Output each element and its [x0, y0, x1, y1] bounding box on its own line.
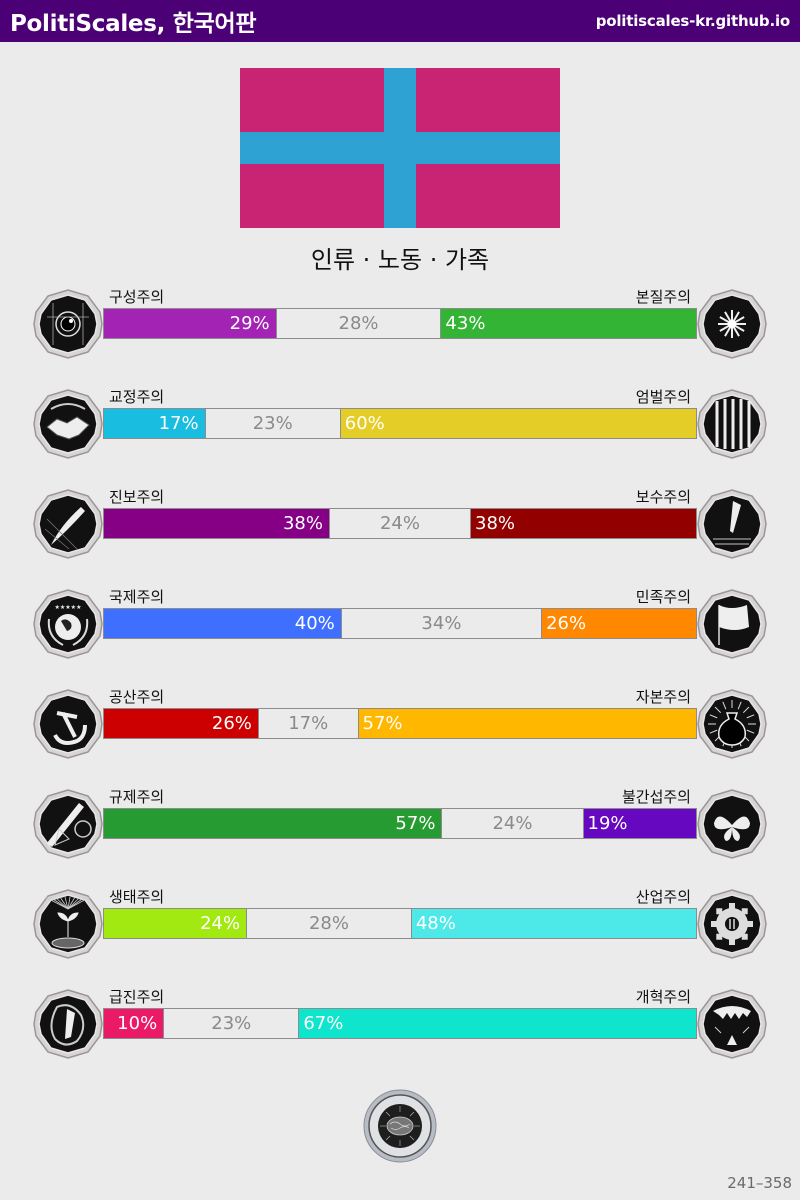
axis-left-label: 진보주의 [109, 488, 165, 506]
axis-left-segment: 24% [104, 909, 247, 938]
axis-right-segment: 19% [583, 809, 696, 838]
ideology-slogan: 인류 · 노동 · 가족 [310, 246, 490, 274]
axis-left-segment: 10% [104, 1009, 164, 1038]
result-flag [240, 68, 560, 228]
axis-row: 교정주의 엄벌주의 17% 23% 60% [0, 388, 800, 468]
result-code: 241–358 [727, 1174, 792, 1192]
flag-icon [697, 589, 767, 659]
axis-left-label: 공산주의 [109, 688, 165, 706]
axis-left-segment: 26% [104, 709, 258, 738]
rocket-icon [33, 489, 103, 559]
axis-left-segment: 17% [104, 409, 205, 438]
eye-icon [33, 289, 103, 359]
axis-right-label: 엄벌주의 [635, 388, 691, 406]
axis-center-segment: 17% [257, 709, 359, 738]
axis-right-segment: 57% [358, 709, 696, 738]
axis-row: 규제주의 불간섭주의 57% 24% 19% [0, 788, 800, 868]
axis-center-segment: 28% [275, 309, 442, 338]
axis-right-segment: 38% [471, 509, 696, 538]
axis-row: 진보주의 보수주의 38% 24% 38% [0, 488, 800, 568]
axis-center-segment: 28% [246, 909, 412, 938]
prison-bars-icon [697, 389, 767, 459]
handshake-icon [33, 389, 103, 459]
app-title: PolitiScales, 한국어판 [10, 11, 257, 37]
quill-pen-icon [697, 489, 767, 559]
axis-bar: 57% 24% 19% [103, 808, 697, 839]
axis-right-segment: 60% [340, 409, 696, 438]
axis-right-label: 본질주의 [635, 288, 691, 306]
axis-center-segment: 23% [163, 1009, 300, 1038]
axis-right-label: 보수주의 [635, 488, 691, 506]
axis-left-label: 급진주의 [109, 988, 165, 1006]
site-link[interactable]: politiscales-kr.github.io [595, 12, 790, 30]
gear-icon [697, 889, 767, 959]
axis-center-segment: 23% [204, 409, 341, 438]
axis-bar: 29% 28% 43% [103, 308, 697, 339]
axis-right-label: 자본주의 [635, 688, 691, 706]
molotov-icon [33, 989, 103, 1059]
svg-text:★★★★★: ★★★★★ [55, 604, 82, 611]
axis-right-segment: 48% [411, 909, 696, 938]
axis-right-label: 개혁주의 [635, 988, 691, 1006]
axis-center-segment: 24% [441, 809, 584, 838]
axis-row: 구성주의 본질주의 29% 28% 43% [0, 288, 800, 368]
globe-laurel-icon: ★★★★★ [33, 589, 103, 659]
axis-right-segment: 26% [542, 609, 696, 638]
axis-row: 공산주의 자본주의 26% 17% 57% [0, 688, 800, 768]
axis-bar: 38% 24% 38% [103, 508, 697, 539]
axis-right-label: 불간섭주의 [621, 788, 691, 806]
axis-left-segment: 57% [104, 809, 442, 838]
axis-right-label: 산업주의 [635, 888, 691, 906]
axis-bar: 26% 17% 57% [103, 708, 697, 739]
axis-left-label: 국제주의 [109, 588, 165, 606]
sprout-icon [33, 889, 103, 959]
header-bar: PolitiScales, 한국어판 politiscales-kr.githu… [0, 0, 800, 42]
axis-left-label: 구성주의 [109, 288, 165, 306]
axis-bar: 24% 28% 48% [103, 908, 697, 939]
axis-left-segment: 29% [104, 309, 276, 338]
brain-seal-icon [363, 1089, 437, 1163]
ruler-tools-icon [33, 789, 103, 859]
axis-left-segment: 38% [104, 509, 329, 538]
flag-cross-horizontal [240, 132, 560, 164]
axis-center-segment: 24% [328, 509, 472, 538]
axis-row: 생태주의 산업주의 24% 28% 48% [0, 888, 800, 968]
axis-right-label: 민족주의 [635, 588, 691, 606]
butterfly-icon [697, 789, 767, 859]
axis-bar: 10% 23% 67% [103, 1008, 697, 1039]
axis-left-label: 교정주의 [109, 388, 165, 406]
hammer-sickle-icon [33, 689, 103, 759]
axis-bar: 40% 34% 26% [103, 608, 697, 639]
axis-row: ★★★★★ 국제주의 민족주의 40% 34% 26% [0, 588, 800, 668]
flower-icon [697, 289, 767, 359]
axis-left-label: 규제주의 [109, 788, 165, 806]
tent-icon [697, 989, 767, 1059]
axis-right-segment: 67% [299, 1009, 696, 1038]
axis-center-segment: 34% [340, 609, 543, 638]
axis-bar: 17% 23% 60% [103, 408, 697, 439]
axis-left-segment: 40% [104, 609, 341, 638]
money-bag-icon [697, 689, 767, 759]
axis-right-segment: 43% [441, 309, 696, 338]
axis-left-label: 생태주의 [109, 888, 165, 906]
axis-row: 급진주의 개혁주의 10% 23% 67% [0, 988, 800, 1068]
